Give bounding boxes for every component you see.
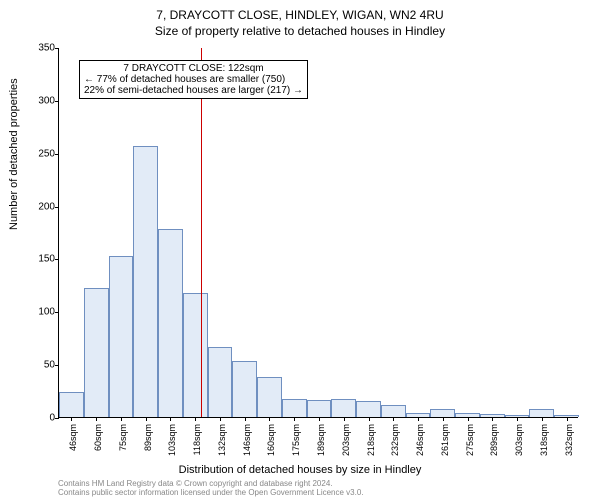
- x-tick-mark: [344, 417, 345, 421]
- x-tick-mark: [96, 417, 97, 421]
- y-tick-label: 250: [29, 148, 55, 159]
- y-tick-mark: [55, 48, 59, 49]
- y-tick-label: 200: [29, 201, 55, 212]
- x-tick-mark: [146, 417, 147, 421]
- chart: 05010015020025030035046sqm60sqm75sqm89sq…: [58, 48, 578, 418]
- y-axis-label: Number of detached properties: [8, 78, 20, 230]
- plot-area: 05010015020025030035046sqm60sqm75sqm89sq…: [58, 48, 578, 418]
- x-tick-mark: [418, 417, 419, 421]
- x-tick-mark: [269, 417, 270, 421]
- x-axis-label: Distribution of detached houses by size …: [0, 464, 600, 476]
- x-tick-mark: [542, 417, 543, 421]
- histogram-bar: [356, 401, 381, 417]
- histogram-bar: [109, 256, 134, 417]
- x-tick-mark: [294, 417, 295, 421]
- page-subtitle: Size of property relative to detached ho…: [0, 24, 600, 38]
- y-tick-label: 50: [29, 360, 55, 371]
- reference-line: [201, 48, 202, 417]
- y-tick-mark: [55, 365, 59, 366]
- footer-text: Contains HM Land Registry data © Crown c…: [58, 479, 364, 498]
- histogram-bar: [257, 377, 282, 417]
- annotation-line: ← 77% of detached houses are smaller (75…: [84, 74, 303, 85]
- annotation-line: 7 DRAYCOTT CLOSE: 122sqm: [84, 63, 303, 74]
- histogram-bar: [307, 400, 332, 417]
- histogram-bar: [331, 399, 356, 417]
- histogram-bar: [84, 288, 109, 417]
- y-tick-mark: [55, 207, 59, 208]
- histogram-bar: [208, 347, 233, 417]
- x-tick-mark: [517, 417, 518, 421]
- y-tick-label: 350: [29, 43, 55, 54]
- x-tick-mark: [319, 417, 320, 421]
- x-tick-mark: [567, 417, 568, 421]
- x-tick-mark: [195, 417, 196, 421]
- histogram-bar: [232, 361, 257, 417]
- histogram-bar: [133, 146, 158, 417]
- y-tick-label: 150: [29, 254, 55, 265]
- y-tick-mark: [55, 312, 59, 313]
- x-tick-mark: [369, 417, 370, 421]
- x-tick-mark: [71, 417, 72, 421]
- y-tick-mark: [55, 154, 59, 155]
- y-tick-label: 300: [29, 95, 55, 106]
- y-tick-label: 0: [29, 413, 55, 424]
- y-tick-label: 100: [29, 307, 55, 318]
- x-tick-mark: [170, 417, 171, 421]
- annotation-box: 7 DRAYCOTT CLOSE: 122sqm← 77% of detache…: [79, 60, 308, 99]
- histogram-bar: [158, 229, 183, 417]
- histogram-bar: [529, 409, 554, 417]
- footer-line-1: Contains HM Land Registry data © Crown c…: [58, 479, 364, 489]
- x-tick-mark: [468, 417, 469, 421]
- x-tick-mark: [443, 417, 444, 421]
- x-tick-mark: [492, 417, 493, 421]
- y-tick-mark: [55, 101, 59, 102]
- histogram-bar: [59, 392, 84, 417]
- histogram-bar: [282, 399, 307, 417]
- histogram-bar: [381, 405, 406, 417]
- x-tick-mark: [220, 417, 221, 421]
- histogram-bar: [183, 293, 208, 417]
- histogram-bar: [430, 409, 455, 417]
- x-tick-mark: [393, 417, 394, 421]
- x-tick-mark: [121, 417, 122, 421]
- page-title: 7, DRAYCOTT CLOSE, HINDLEY, WIGAN, WN2 4…: [0, 8, 600, 22]
- footer-line-2: Contains public sector information licen…: [58, 488, 364, 498]
- annotation-line: 22% of semi-detached houses are larger (…: [84, 85, 303, 96]
- y-tick-mark: [55, 418, 59, 419]
- x-tick-mark: [245, 417, 246, 421]
- y-tick-mark: [55, 259, 59, 260]
